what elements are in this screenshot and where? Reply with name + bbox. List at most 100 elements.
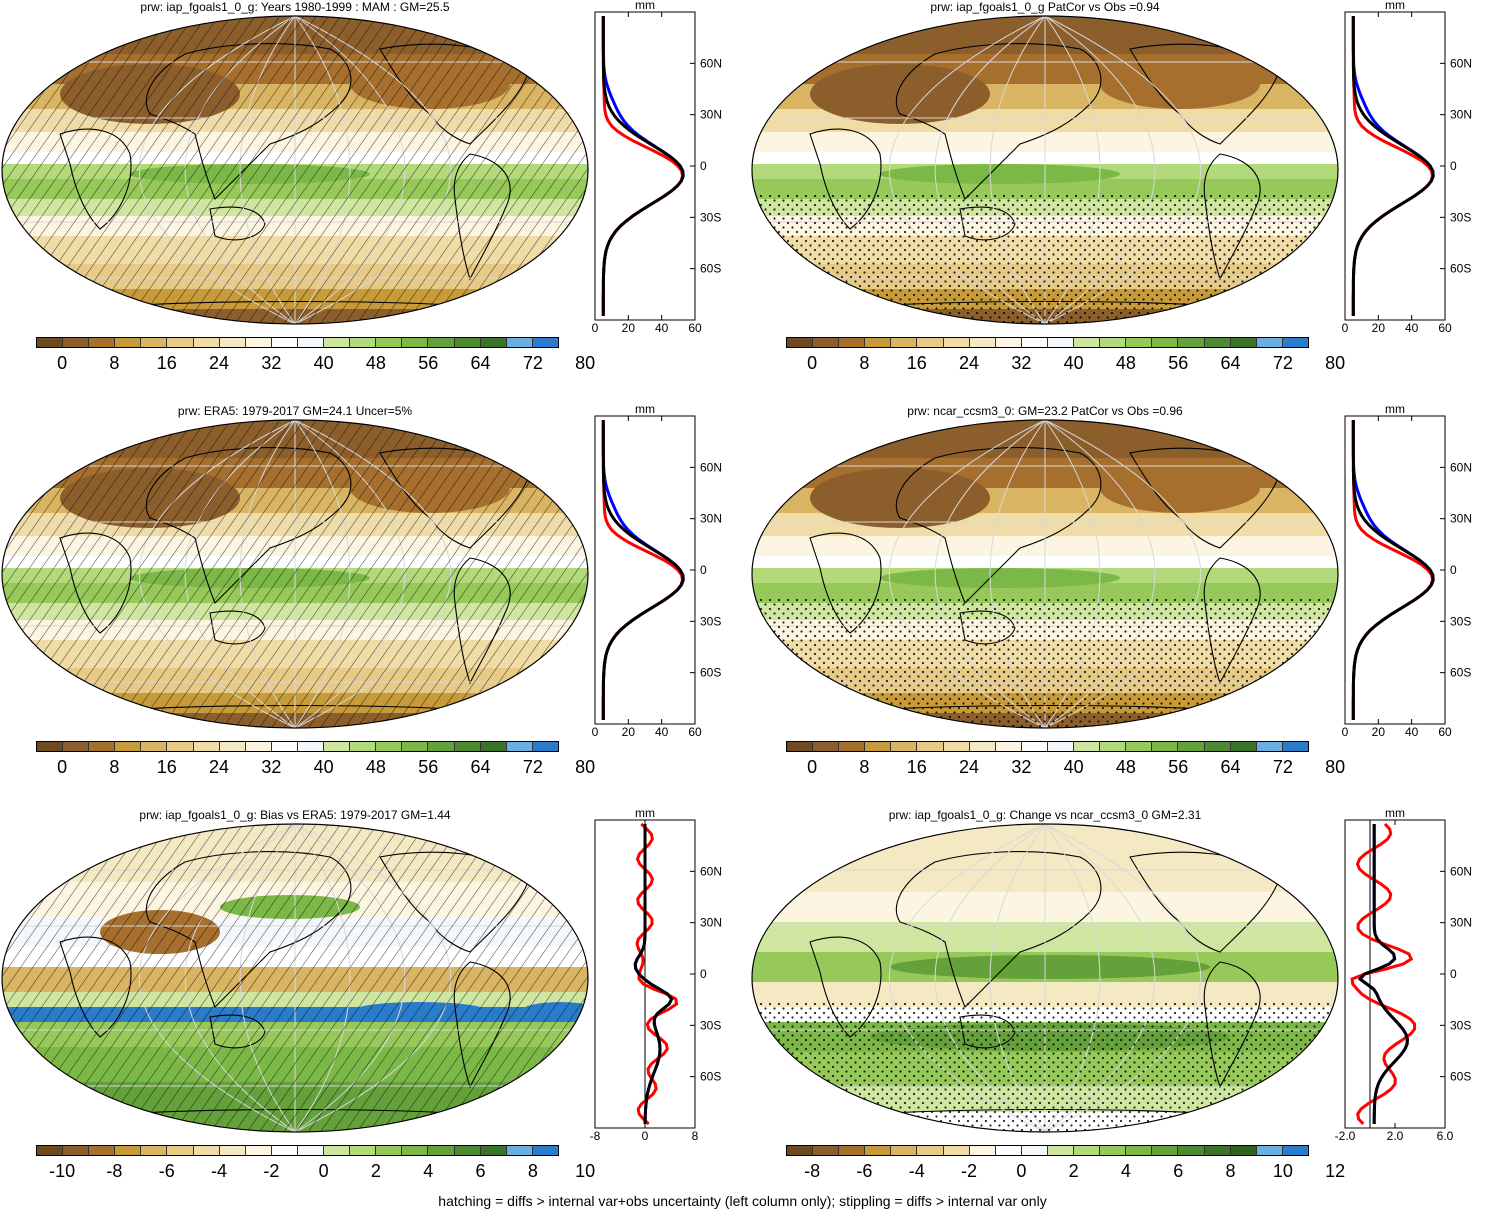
colorbar-label: 40 — [1063, 757, 1084, 777]
panel-ncar: prw: ncar_ccsm3_0: GM=23.2 PatCor vs Obs… — [750, 404, 1485, 807]
colorbar-label: -4 — [211, 1161, 228, 1181]
map-border — [1, 823, 589, 1133]
colorbar-cell — [813, 1146, 840, 1155]
profile-line-obs — [601, 420, 685, 720]
colorbar-cell — [402, 742, 429, 751]
profile-ytick-label: 30N — [700, 512, 722, 526]
colorbar-label: 0 — [1016, 1161, 1027, 1181]
colorbar-cell — [324, 338, 351, 347]
colorbar-label: 8 — [109, 757, 120, 777]
colorbar-label: 56 — [418, 757, 439, 777]
colorbar-label: 72 — [522, 757, 543, 777]
profile-line-model — [1351, 420, 1435, 720]
colorbar-labels: 0 8 16 24 32 40 48 56 64 72 80 — [36, 756, 595, 778]
colorbar-label: -8 — [804, 1161, 821, 1181]
profile-xtick-label: 60 — [1438, 321, 1452, 335]
colorbar-cell — [813, 742, 840, 751]
colorbar-label: 4 — [423, 1161, 434, 1181]
colorbar-cell — [1256, 742, 1283, 751]
colorbar-cell — [297, 338, 325, 347]
colorbar-label: 48 — [365, 353, 386, 373]
profile-line-mean — [1357, 824, 1409, 1124]
colorbar-cell — [1256, 338, 1283, 347]
colorbar-cell — [376, 338, 403, 347]
colorbar-label: 6 — [1173, 1161, 1184, 1181]
zonal-profile: mm 60N 30N 0 30S 60S 0 20 40 60 — [592, 0, 722, 335]
colorbar-label: 64 — [1220, 757, 1241, 777]
colorbar-label: 56 — [1168, 757, 1189, 777]
profile-ytick-label: 0 — [1450, 967, 1457, 981]
colorbar-label: 10 — [575, 1161, 596, 1181]
colorbar-label: 16 — [906, 757, 927, 777]
colorbar-label: 80 — [575, 757, 596, 777]
profile-ytick-label: 60S — [1450, 1070, 1471, 1084]
panel-patcor: prw: iap_fgoals1_0_g PatCor vs Obs =0.94… — [750, 0, 1485, 403]
colorbar-cell — [193, 338, 220, 347]
colorbar — [36, 1145, 559, 1156]
colorbar-cell — [532, 338, 558, 347]
colorbar-cell — [1178, 338, 1205, 347]
colorbar-labels: -8 -6 -4 -2 0 2 4 6 8 10 12 — [786, 1160, 1345, 1182]
colorbar-cell — [865, 742, 892, 751]
hatch-overlay — [2, 420, 588, 728]
profile-xtick-label: -2.0 — [1335, 1129, 1356, 1143]
colorbar-label: 64 — [1220, 353, 1241, 373]
colorbar-label: 24 — [959, 353, 980, 373]
colorbar-cell — [1126, 742, 1153, 751]
colorbar-cell — [787, 742, 814, 751]
profile-xtick-label: 40 — [655, 725, 669, 739]
profile-xtick-label: 60 — [688, 725, 702, 739]
colorbar-cell — [839, 742, 866, 751]
colorbar-cell — [1021, 338, 1048, 347]
colorbar-cell — [506, 742, 533, 751]
profile-ytick-label: 30S — [1450, 1018, 1471, 1032]
colorbar-cell — [350, 338, 377, 347]
colorbar-cell — [245, 1146, 272, 1155]
profile-xtick-label: 6.0 — [1437, 1129, 1454, 1143]
profile-unit: mm — [1385, 808, 1405, 820]
colorbar-label: 72 — [1272, 353, 1293, 373]
colorbar-label: 0 — [807, 353, 818, 373]
profile-line-model — [601, 420, 685, 720]
profile-line-mean — [601, 420, 685, 720]
colorbar-cell — [245, 338, 272, 347]
colorbar — [786, 1145, 1309, 1156]
colorbar-cell — [506, 338, 533, 347]
colorbar-label: 32 — [1011, 757, 1032, 777]
continent-eurasia — [895, 446, 1102, 604]
colorbar-label: 6 — [475, 1161, 486, 1181]
colorbar-cell — [193, 742, 220, 751]
colorbar-label: 0 — [57, 757, 68, 777]
colorbar-cell — [37, 338, 64, 347]
profile-ytick-label: 60S — [700, 262, 721, 276]
profile-unit: mm — [1385, 404, 1405, 416]
colorbar-cell — [167, 338, 194, 347]
profile-line-obs — [1351, 420, 1435, 720]
panel-change: prw: iap_fgoals1_0_g: Change vs ncar_ccs… — [750, 808, 1485, 1211]
colorbar-cell — [428, 742, 455, 751]
colorbar-cell — [1282, 1146, 1308, 1155]
profile-xtick-label: 0 — [642, 1129, 649, 1143]
colorbar-label: 40 — [1063, 353, 1084, 373]
profile-line-obs — [601, 16, 685, 316]
profile-line-mean — [633, 824, 674, 1125]
colorbar-cell — [943, 1146, 970, 1155]
colorbar-label: 72 — [522, 353, 543, 373]
colorbar-cell — [839, 338, 866, 347]
colorbar-cell — [865, 338, 892, 347]
map-border — [751, 823, 1339, 1133]
colorbar-cell — [89, 338, 116, 347]
profile-xtick-label: -8 — [590, 1129, 601, 1143]
colorbar-cell — [219, 1146, 246, 1155]
colorbar — [786, 337, 1309, 348]
profile-ytick-label: 60S — [700, 666, 721, 680]
colorbar-cell — [1230, 1146, 1257, 1155]
colorbar-label: 48 — [365, 757, 386, 777]
colorbar-cell — [917, 1146, 944, 1155]
colorbar-label: 8 — [859, 353, 870, 373]
profile-ytick-label: 30N — [700, 108, 722, 122]
colorbar-cell — [1178, 742, 1205, 751]
colorbar-cell — [1100, 1146, 1127, 1155]
colorbar-label: 8 — [527, 1161, 538, 1181]
colorbar — [36, 741, 559, 752]
